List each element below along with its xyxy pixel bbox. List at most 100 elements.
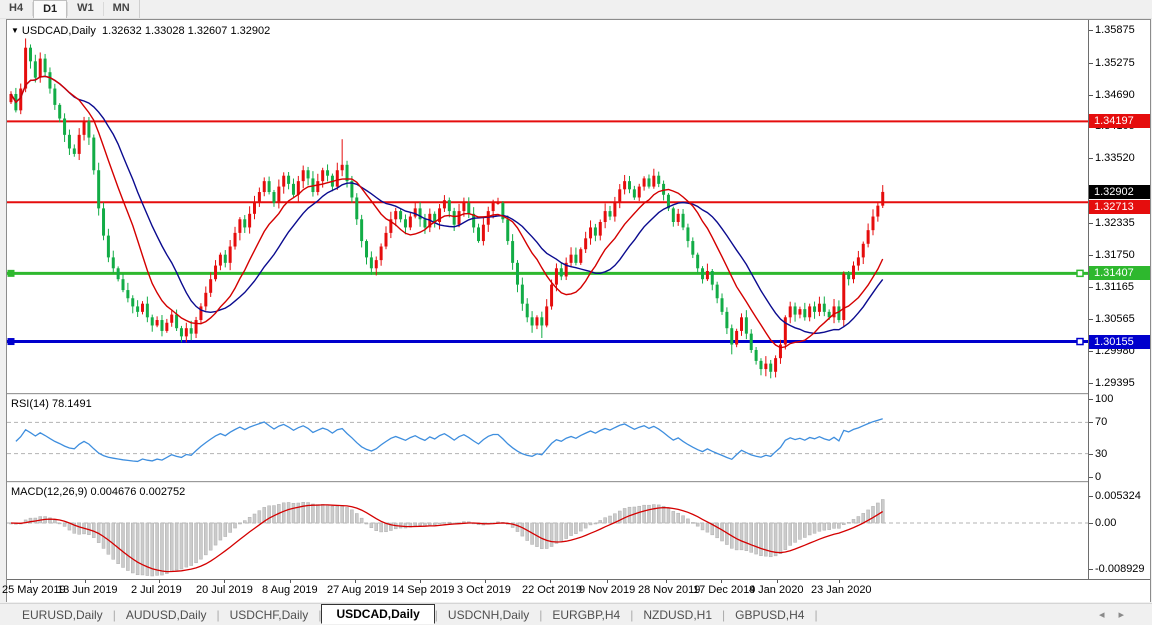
chart-tab-eurgbp[interactable]: EURGBP,H4 [552, 607, 621, 622]
macd-histogram-bar [169, 522, 174, 572]
candle-body [861, 243, 865, 258]
price-pane[interactable] [7, 20, 1088, 393]
macd-histogram-bar [759, 522, 763, 556]
macd-histogram-bar [145, 522, 150, 576]
timeframe-button-d1[interactable]: D1 [33, 0, 68, 18]
candle-body [871, 216, 875, 231]
chart-window[interactable]: ▼ USDCAD,Daily 1.32632 1.33028 1.32607 1.… [2, 19, 1151, 602]
macd-signal-line [10, 504, 884, 573]
macd-histogram-bar [676, 512, 680, 524]
candle-body [136, 306, 140, 312]
time-axis[interactable]: 25 May 2019 13 Jun 2019 2 Jul 2019 20 Jul 2… [2, 579, 1150, 602]
macd-histogram-bar [754, 522, 758, 555]
chart-tab-audusd[interactable]: AUDUSD,Daily [125, 607, 207, 622]
candle-body [486, 211, 490, 225]
candle-body [584, 238, 588, 250]
candle-body [593, 227, 597, 236]
macd-histogram-bar [442, 522, 447, 524]
candle-body [501, 202, 505, 220]
line-handle [7, 269, 15, 277]
macd-histogram-bar [778, 522, 783, 554]
macd-histogram-bar [559, 522, 564, 542]
macd-indicator-label: MACD(12,26,9) 0.004676 0.002752 [11, 486, 186, 498]
timeframe-toolbar: H4 D1 W1 MN [0, 0, 1152, 19]
macd-histogram-bar [355, 513, 359, 524]
candle-body [321, 170, 325, 182]
macd-histogram-bar [569, 522, 573, 536]
candle-body [783, 317, 787, 345]
date-label: 25 May 2019 [2, 584, 66, 596]
macd-histogram-bar [846, 522, 851, 524]
candle-body [287, 175, 291, 184]
macd-histogram-bar [744, 522, 749, 551]
chart-tab-usdcad[interactable]: USDCAD,Daily [321, 603, 435, 624]
macd-histogram-bar [213, 522, 218, 546]
macd-histogram-bar [208, 522, 213, 551]
candle-body [326, 170, 330, 176]
candle-body [550, 284, 554, 307]
macd-pane[interactable] [7, 483, 1088, 579]
candle-body [652, 175, 656, 187]
macd-histogram-bar [350, 509, 354, 524]
macd-histogram-bar [306, 502, 310, 524]
macd-histogram-bar [296, 502, 301, 524]
macd-histogram-bar [432, 522, 437, 526]
chart-tab-nzdusd[interactable]: NZDUSD,H1 [643, 607, 712, 622]
date-label: 23 Jan 2020 [811, 584, 872, 596]
date-label: 8 Aug 2019 [262, 584, 318, 596]
candle-body [77, 134, 81, 154]
candle-body [754, 349, 758, 361]
pane-splitter[interactable] [7, 393, 1150, 395]
tab-scroll-arrows[interactable]: ◂▸ [1098, 609, 1138, 621]
candle-body [778, 344, 782, 359]
chart-tab-usdcnh[interactable]: USDCNH,Daily [447, 607, 530, 622]
candle-body [730, 328, 734, 345]
macd-histogram-bar [661, 505, 666, 524]
chart-tab-usdchf[interactable]: USDCHF,Daily [229, 607, 309, 622]
candle-body [248, 213, 252, 228]
macd-histogram-bar [525, 522, 529, 541]
macd-histogram-bar [783, 522, 788, 550]
macd-histogram-bar [335, 506, 340, 524]
macd-histogram-bar [652, 504, 656, 524]
chart-tab-eurusd[interactable]: EURUSD,Daily [22, 607, 103, 622]
candle-body [296, 181, 300, 195]
macd-histogram-bar [204, 522, 208, 556]
candle-body [58, 104, 62, 119]
candle-body [623, 181, 627, 190]
candle-body [24, 47, 28, 89]
time-tick-mark [550, 580, 551, 583]
macd-histogram-bar [603, 517, 607, 524]
time-tick-mark [30, 580, 31, 583]
level-price-box: 1.30155 [1089, 335, 1150, 349]
pane-splitter[interactable] [7, 481, 1150, 483]
date-label: 17 Dec 2019 [693, 584, 756, 596]
tab-separator: | [722, 607, 726, 622]
rsi-pane[interactable] [7, 395, 1088, 481]
candle-body [554, 268, 558, 285]
candle-body [369, 257, 373, 269]
symbol-dropdown-icon[interactable]: ▼ [11, 26, 19, 35]
chart-tab-gbpusd[interactable]: GBPUSD,H4 [735, 607, 805, 622]
candle-body [384, 232, 388, 247]
rsi-line [15, 418, 883, 463]
macd-histogram-bar [121, 522, 125, 568]
macd-histogram-bar [437, 522, 442, 525]
macd-tick-label: 0.005324 [1095, 490, 1141, 502]
level-price-box: 1.34197 [1089, 114, 1150, 128]
macd-histogram-bar [647, 504, 651, 524]
timeframe-button-w1[interactable]: W1 [77, 2, 94, 14]
macd-histogram-bar [413, 522, 417, 526]
chart-symbol-period: USDCAD,Daily [21, 25, 96, 37]
candle-body [876, 205, 880, 217]
price-axis[interactable]: 1.358751.352751.346901.341051.335201.323… [1089, 20, 1150, 579]
candle-body [515, 262, 519, 285]
macd-histogram-bar [768, 522, 773, 558]
candle-body [408, 216, 412, 228]
timeframe-button-mn[interactable]: MN [112, 2, 130, 14]
timeframe-button-h4[interactable]: H4 [9, 2, 24, 14]
candle-body [671, 208, 675, 222]
candle-body [301, 170, 305, 182]
macd-histogram-bar [700, 522, 705, 531]
